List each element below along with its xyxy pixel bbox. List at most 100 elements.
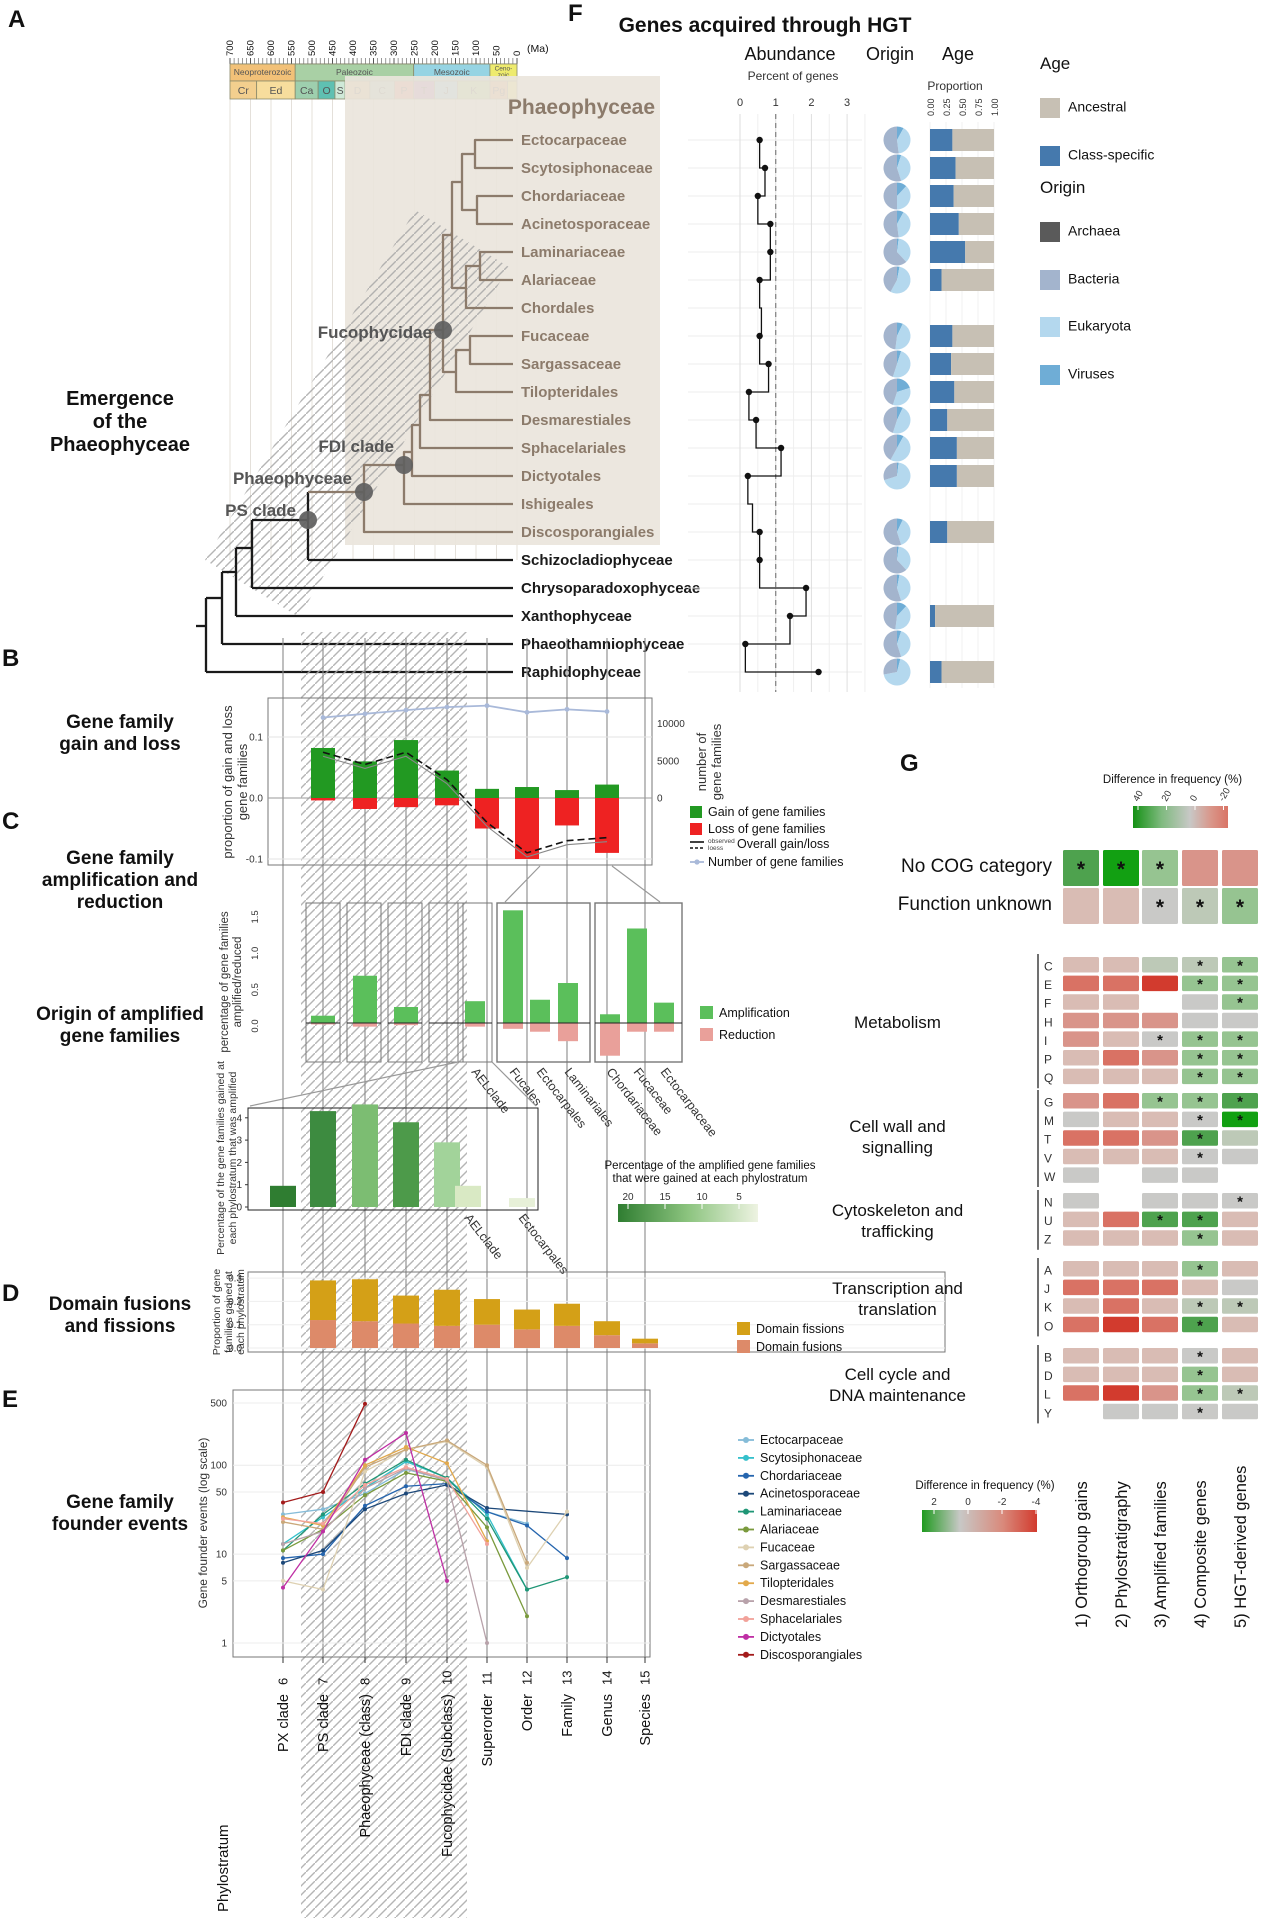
domain-fission-bar (393, 1295, 419, 1324)
timescale-tick: 200 (430, 40, 441, 56)
age-bar-ancestral (947, 521, 994, 543)
founder-series-dot (404, 1445, 408, 1450)
heatmap-cell (1142, 957, 1178, 973)
loss-bar (394, 798, 418, 808)
panel-e-side-label: Gene family founder events (51, 1492, 189, 1535)
panel-a-label: A (8, 6, 26, 33)
heatmap-cell (1063, 1261, 1099, 1277)
heatmap-cell (1142, 1385, 1178, 1401)
heatmap-cell (1063, 1068, 1099, 1085)
age-bar-ancestral (941, 661, 994, 683)
origin-pie-slice (892, 407, 911, 434)
abundance-axis-tick: 2 (808, 97, 814, 109)
c-y-tick: 1.0 (250, 947, 261, 960)
heatmap-cell (1142, 850, 1178, 886)
b-legend-nfam-label: Number of gene families (708, 855, 843, 869)
age-bar-class-specific (930, 129, 953, 151)
g-top-legend-tick: -20 (1217, 786, 1233, 803)
clade-node-dot (355, 483, 373, 501)
c-zoom-box (305, 902, 341, 1063)
amplification-bar (530, 999, 550, 1023)
origin-pie-slice (897, 378, 910, 392)
svg-text:Ca: Ca (300, 85, 314, 97)
domain-fusion-bar (514, 1329, 540, 1348)
proportion-axis-tick: 0.75 (974, 98, 984, 116)
founder-series-dot (321, 1548, 325, 1553)
heatmap-cell (1063, 1230, 1099, 1246)
founder-series-dot (281, 1556, 285, 1561)
age-bar-class-specific (930, 465, 957, 487)
phylostratum-tick: 11 (480, 1672, 495, 1686)
origin-pie-slice (895, 606, 911, 630)
significance-star: * (1197, 1299, 1203, 1316)
origin-pie-slice (897, 154, 902, 168)
founder-series-dot (525, 1614, 529, 1619)
e-legend-label: Ectocarpaceae (760, 1433, 843, 1447)
phylostratum-label: Phaeophyceae (class) (358, 1694, 374, 1837)
e-legend-label: Sargassaceae (760, 1558, 840, 1572)
timescale-tick: 650 (246, 40, 257, 56)
founder-series-dot (363, 1503, 367, 1508)
heatmap-cell (1063, 1279, 1099, 1296)
panel-b: 0.1 0.0 -0.1 10000 5000 0 proportion of gain a… (220, 697, 843, 869)
heatmap-cell (1182, 850, 1218, 886)
founder-series-dot (363, 1401, 367, 1406)
founder-series-dot (445, 1476, 449, 1481)
panel-c-label: C (2, 808, 20, 835)
g-bottom-legend-tick: 2 (931, 1497, 937, 1508)
e-legend-dot (743, 1454, 749, 1461)
panel-g: 40 20 0 -20* * ** * *C * *E * *F *HI * * *P * *Q * *G * * *M * *… (922, 786, 1258, 1628)
age-bar-class-specific (930, 661, 942, 683)
origin-amplified-bar (455, 1185, 481, 1207)
c-y-tick: 1.5 (250, 910, 261, 923)
abundance-dot (802, 584, 810, 592)
origin-pie-slice (883, 126, 899, 154)
origin-pie-slice (890, 266, 911, 294)
e-legend-dot (743, 1437, 749, 1443)
heatmap-cell (1103, 957, 1139, 973)
origin-pie-slice (897, 350, 902, 364)
cog-letter: G (1044, 1096, 1053, 1110)
e-legend-label: Sphacelariales (760, 1612, 842, 1626)
b-legend-observed-label: observed (708, 838, 735, 845)
c-legend-amp-swatch (700, 1006, 713, 1019)
cog-letter: I (1044, 1034, 1047, 1048)
origin-pie-slice (883, 266, 897, 292)
clade-node-dot (299, 511, 317, 529)
e-legend-label: Desmarestiales (760, 1594, 846, 1608)
origin-legend-item-label: Viruses (1068, 365, 1115, 382)
heatmap-cell (1063, 1366, 1099, 1383)
founder-series-dot (404, 1457, 408, 1462)
c2-y-tick: 3 (236, 1136, 242, 1147)
founder-series-dot (525, 1523, 529, 1528)
heatmap-cell (1182, 888, 1218, 924)
heatmap-cell (1103, 975, 1139, 992)
c-y-tick: 0.0 (250, 1019, 261, 1032)
origin-pie-slice (897, 462, 899, 476)
significance-star: * (1197, 1261, 1203, 1278)
founder-series-dot (404, 1484, 408, 1489)
gain-bar (555, 790, 579, 798)
cog-letter: N (1044, 1196, 1053, 1210)
significance-star: * (1237, 1112, 1243, 1129)
founder-series-line (282, 1459, 568, 1591)
founder-series-line (282, 1482, 568, 1559)
heatmap-cell (1182, 975, 1218, 992)
phylostratum-tick: 10 (440, 1671, 455, 1685)
c2-legend-tick: 5 (736, 1192, 742, 1203)
e-legend-dot (743, 1580, 749, 1587)
proportion-axis-tick: 0.50 (958, 98, 968, 116)
heatmap-cell (1103, 1261, 1139, 1277)
heatmap-cell (1142, 1211, 1178, 1228)
timescale-tick: 0 (512, 51, 523, 56)
heatmap-cell (1182, 1167, 1218, 1183)
proportion-axis-tick: 1.00 (990, 98, 1000, 116)
founder-series-dot (485, 1541, 489, 1546)
founder-series-dot (404, 1470, 408, 1475)
ancestral-swatch (1040, 98, 1060, 119)
heatmap-cell (1063, 994, 1099, 1010)
heatmap-cell (1182, 1050, 1218, 1066)
cog-letter: L (1044, 1388, 1051, 1402)
timescale-tick: 500 (307, 40, 318, 56)
heatmap-cell (1063, 1211, 1099, 1228)
